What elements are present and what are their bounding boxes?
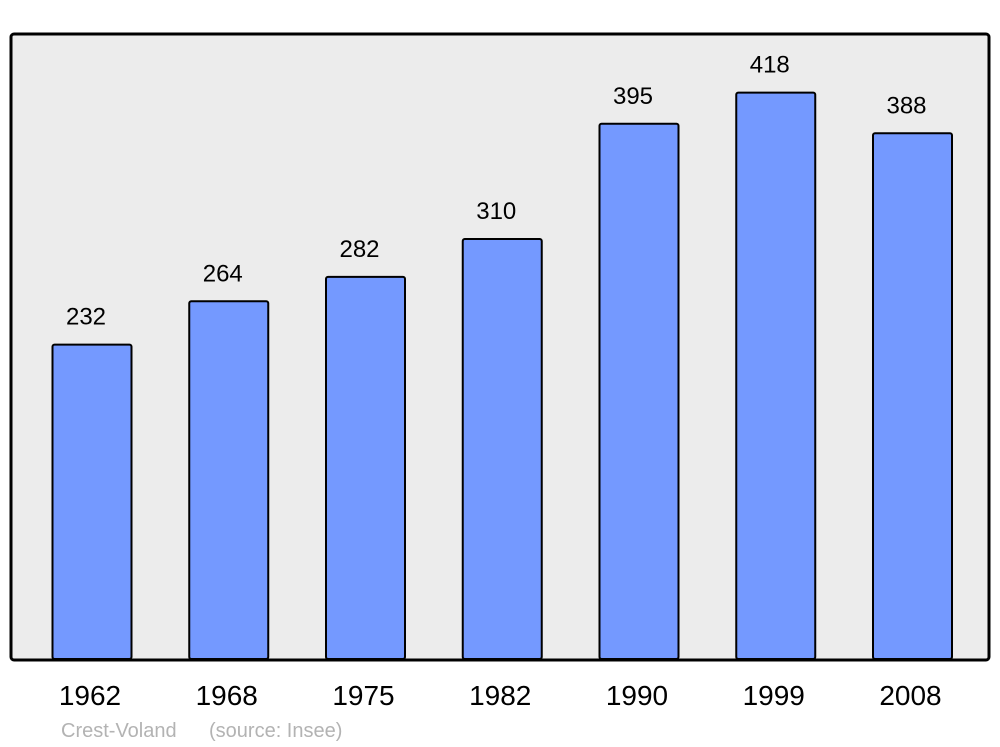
value-label-1962: 232 xyxy=(66,304,106,331)
x-tick-label-2008: 2008 xyxy=(879,680,941,711)
bar-1990 xyxy=(598,122,680,660)
x-tick-label-1975: 1975 xyxy=(332,680,394,711)
value-label-1982: 310 xyxy=(476,198,516,225)
x-tick-label-1962: 1962 xyxy=(59,680,121,711)
bar-1962 xyxy=(51,343,133,660)
value-label-1999: 418 xyxy=(750,52,790,79)
value-label-1968: 264 xyxy=(203,260,243,287)
x-tick-label-1968: 1968 xyxy=(196,680,258,711)
x-tick-label-1999: 1999 xyxy=(743,680,805,711)
bar-1999 xyxy=(735,91,817,661)
bar-2008 xyxy=(872,132,953,660)
value-label-1975: 282 xyxy=(339,236,379,263)
bar-1982 xyxy=(461,237,543,660)
x-tick-label-1990: 1990 xyxy=(606,680,668,711)
bar-1975 xyxy=(325,275,406,660)
footer-source: (source: Insee) xyxy=(209,720,342,742)
footer-place: Crest-Voland xyxy=(61,720,177,742)
value-label-2008: 388 xyxy=(886,92,926,119)
bar-1968 xyxy=(188,300,270,660)
x-tick-label-1982: 1982 xyxy=(469,680,531,711)
value-label-1990: 395 xyxy=(613,83,653,110)
